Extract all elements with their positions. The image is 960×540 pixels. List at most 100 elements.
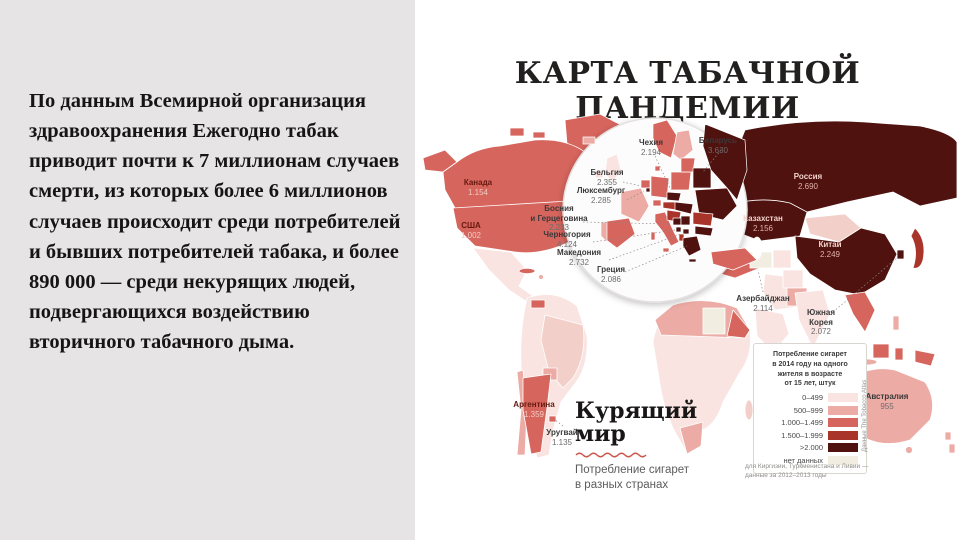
country-japan <box>910 227 925 269</box>
world-map-svg <box>422 113 958 459</box>
country-uk <box>604 153 622 183</box>
country-new-guinea <box>914 349 936 367</box>
legend-row: >2.000 <box>762 443 858 453</box>
country-label: Македония 2.732 <box>557 248 601 267</box>
country-egypt <box>726 309 751 339</box>
legend-row-label: 0–499 <box>802 393 823 403</box>
country-label: Австралия 955 <box>866 392 909 411</box>
legend-color-swatch <box>828 418 858 428</box>
country-cuba <box>518 267 536 274</box>
country-label: Китай 2.249 <box>818 240 841 259</box>
country-name: США <box>461 221 481 230</box>
country-name: и Герцеговина <box>530 213 588 223</box>
country-label: Люксембург 2.285 <box>577 186 625 205</box>
country-value: 2.285 <box>590 195 612 205</box>
country-name: Аргентина <box>513 400 555 409</box>
country-label: Черногория 4.124 <box>543 230 590 249</box>
country-label: Уругвай 1.135 <box>546 428 577 447</box>
country-label: Беларусь 3.630 <box>699 136 737 155</box>
country-serbia <box>680 215 691 226</box>
legend-row: 1.000–1.499 <box>762 418 858 428</box>
country-value: 3.630 <box>707 145 729 155</box>
legend-row-label: >2.000 <box>799 443 823 453</box>
country-macedonia <box>682 228 690 235</box>
country-poland <box>670 171 692 191</box>
country-czech <box>666 191 682 202</box>
country-value: 2.072 <box>810 327 832 337</box>
legend-row-label: 1.500–1.999 <box>781 430 823 440</box>
legend-color-swatch <box>828 455 858 465</box>
country-value: 1.135 <box>551 437 573 447</box>
country-label: Бельгия 2.355 <box>590 168 623 187</box>
country-madagascar <box>744 399 754 421</box>
country-value: 1.002 <box>460 230 482 240</box>
country-bosnia <box>672 217 682 226</box>
country-label: Греция 2.086 <box>597 265 625 284</box>
country-name: Азербайджан <box>736 294 790 303</box>
country-value: 2.156 <box>752 223 774 233</box>
legend-row-label: 1.000–1.499 <box>781 418 823 428</box>
map-heading-title: Курящий мир <box>575 398 698 447</box>
country-italy <box>654 211 680 247</box>
country-philippines <box>892 315 900 331</box>
legend-row: нет данных <box>762 455 858 465</box>
country-name: Босния <box>544 204 574 213</box>
country-scandinavia <box>652 119 678 159</box>
country-name: Чехия <box>639 138 663 147</box>
map-footnote: для Киргизии, Туркменистана и Ливии — да… <box>745 463 869 480</box>
legend-color-swatch <box>828 430 858 440</box>
legend-row-label: 500–999 <box>793 405 823 415</box>
country-greece <box>682 235 702 257</box>
legend-row: 1.500–1.999 <box>762 430 858 440</box>
country-value: 1.359 <box>523 409 545 419</box>
legend-title: Потребление сигарет в 2014 году на одног… <box>772 351 848 388</box>
country-value: 1.154 <box>467 187 489 197</box>
country-name: Китай <box>818 240 842 249</box>
leader-lines <box>553 149 898 427</box>
wavy-underline-icon <box>575 452 647 458</box>
world-map: Канада 1.154 США 1.002 Чехия 2.194 Бельгия 2.35… <box>415 110 960 530</box>
region-indochina <box>844 291 876 333</box>
country-label: Чехия 2.194 <box>639 138 663 157</box>
europe-detail <box>582 119 758 271</box>
legend-row: 500–999 <box>762 405 858 415</box>
country-montenegro <box>675 226 682 233</box>
country-value: 2.249 <box>819 249 841 259</box>
country-ukraine <box>694 187 738 221</box>
country-value: 2.114 <box>753 303 773 313</box>
country-name: Австралия <box>865 392 909 401</box>
legend-color-swatch <box>828 443 858 453</box>
country-label: Южная Корея 2.072 <box>807 308 835 337</box>
country-label: Казахстан 2.156 <box>743 214 783 233</box>
country-argentina <box>522 373 552 455</box>
country-russia <box>719 120 958 213</box>
legend-color-swatch <box>828 393 858 403</box>
map-title: КАРТА ТАБАЧНОЙ ПАНДЕМИИ <box>514 56 861 126</box>
legend-rows: 0–499 500–999 1.000–1.499 1.500–1.999 >2… <box>762 393 858 465</box>
country-label: Аргентина 1.359 <box>513 400 554 419</box>
country-value: 2.690 <box>797 181 819 191</box>
country-france <box>620 187 650 223</box>
country-germany <box>650 175 670 199</box>
map-panel: КАРТА ТАБАЧНОЙ ПАНДЕМИИ <box>415 0 960 540</box>
country-south-africa <box>679 421 704 455</box>
country-china <box>794 227 898 296</box>
country-venezuela <box>530 299 546 309</box>
data-source-note: Данные The Tobacco Atlas <box>862 379 868 452</box>
country-mexico <box>472 247 534 303</box>
legend-color-swatch <box>828 405 858 415</box>
country-label: Канада 1.154 <box>464 178 492 197</box>
country-label: США 1.002 <box>461 221 481 240</box>
country-name: Люксембург <box>576 186 626 195</box>
country-name: Греция <box>596 265 626 274</box>
country-name: Бельгия <box>590 168 624 177</box>
country-label: Россия 2.690 <box>794 172 822 191</box>
country-value: 955 <box>880 401 894 411</box>
country-new-zealand <box>944 431 956 454</box>
country-label: Азербайджан 2.114 <box>736 294 789 313</box>
country-indonesia <box>872 343 904 361</box>
country-name: Казахстан <box>743 214 783 223</box>
country-libya <box>702 307 726 335</box>
map-heading-subtitle: Потребление сигарет в разных странах <box>575 463 690 491</box>
